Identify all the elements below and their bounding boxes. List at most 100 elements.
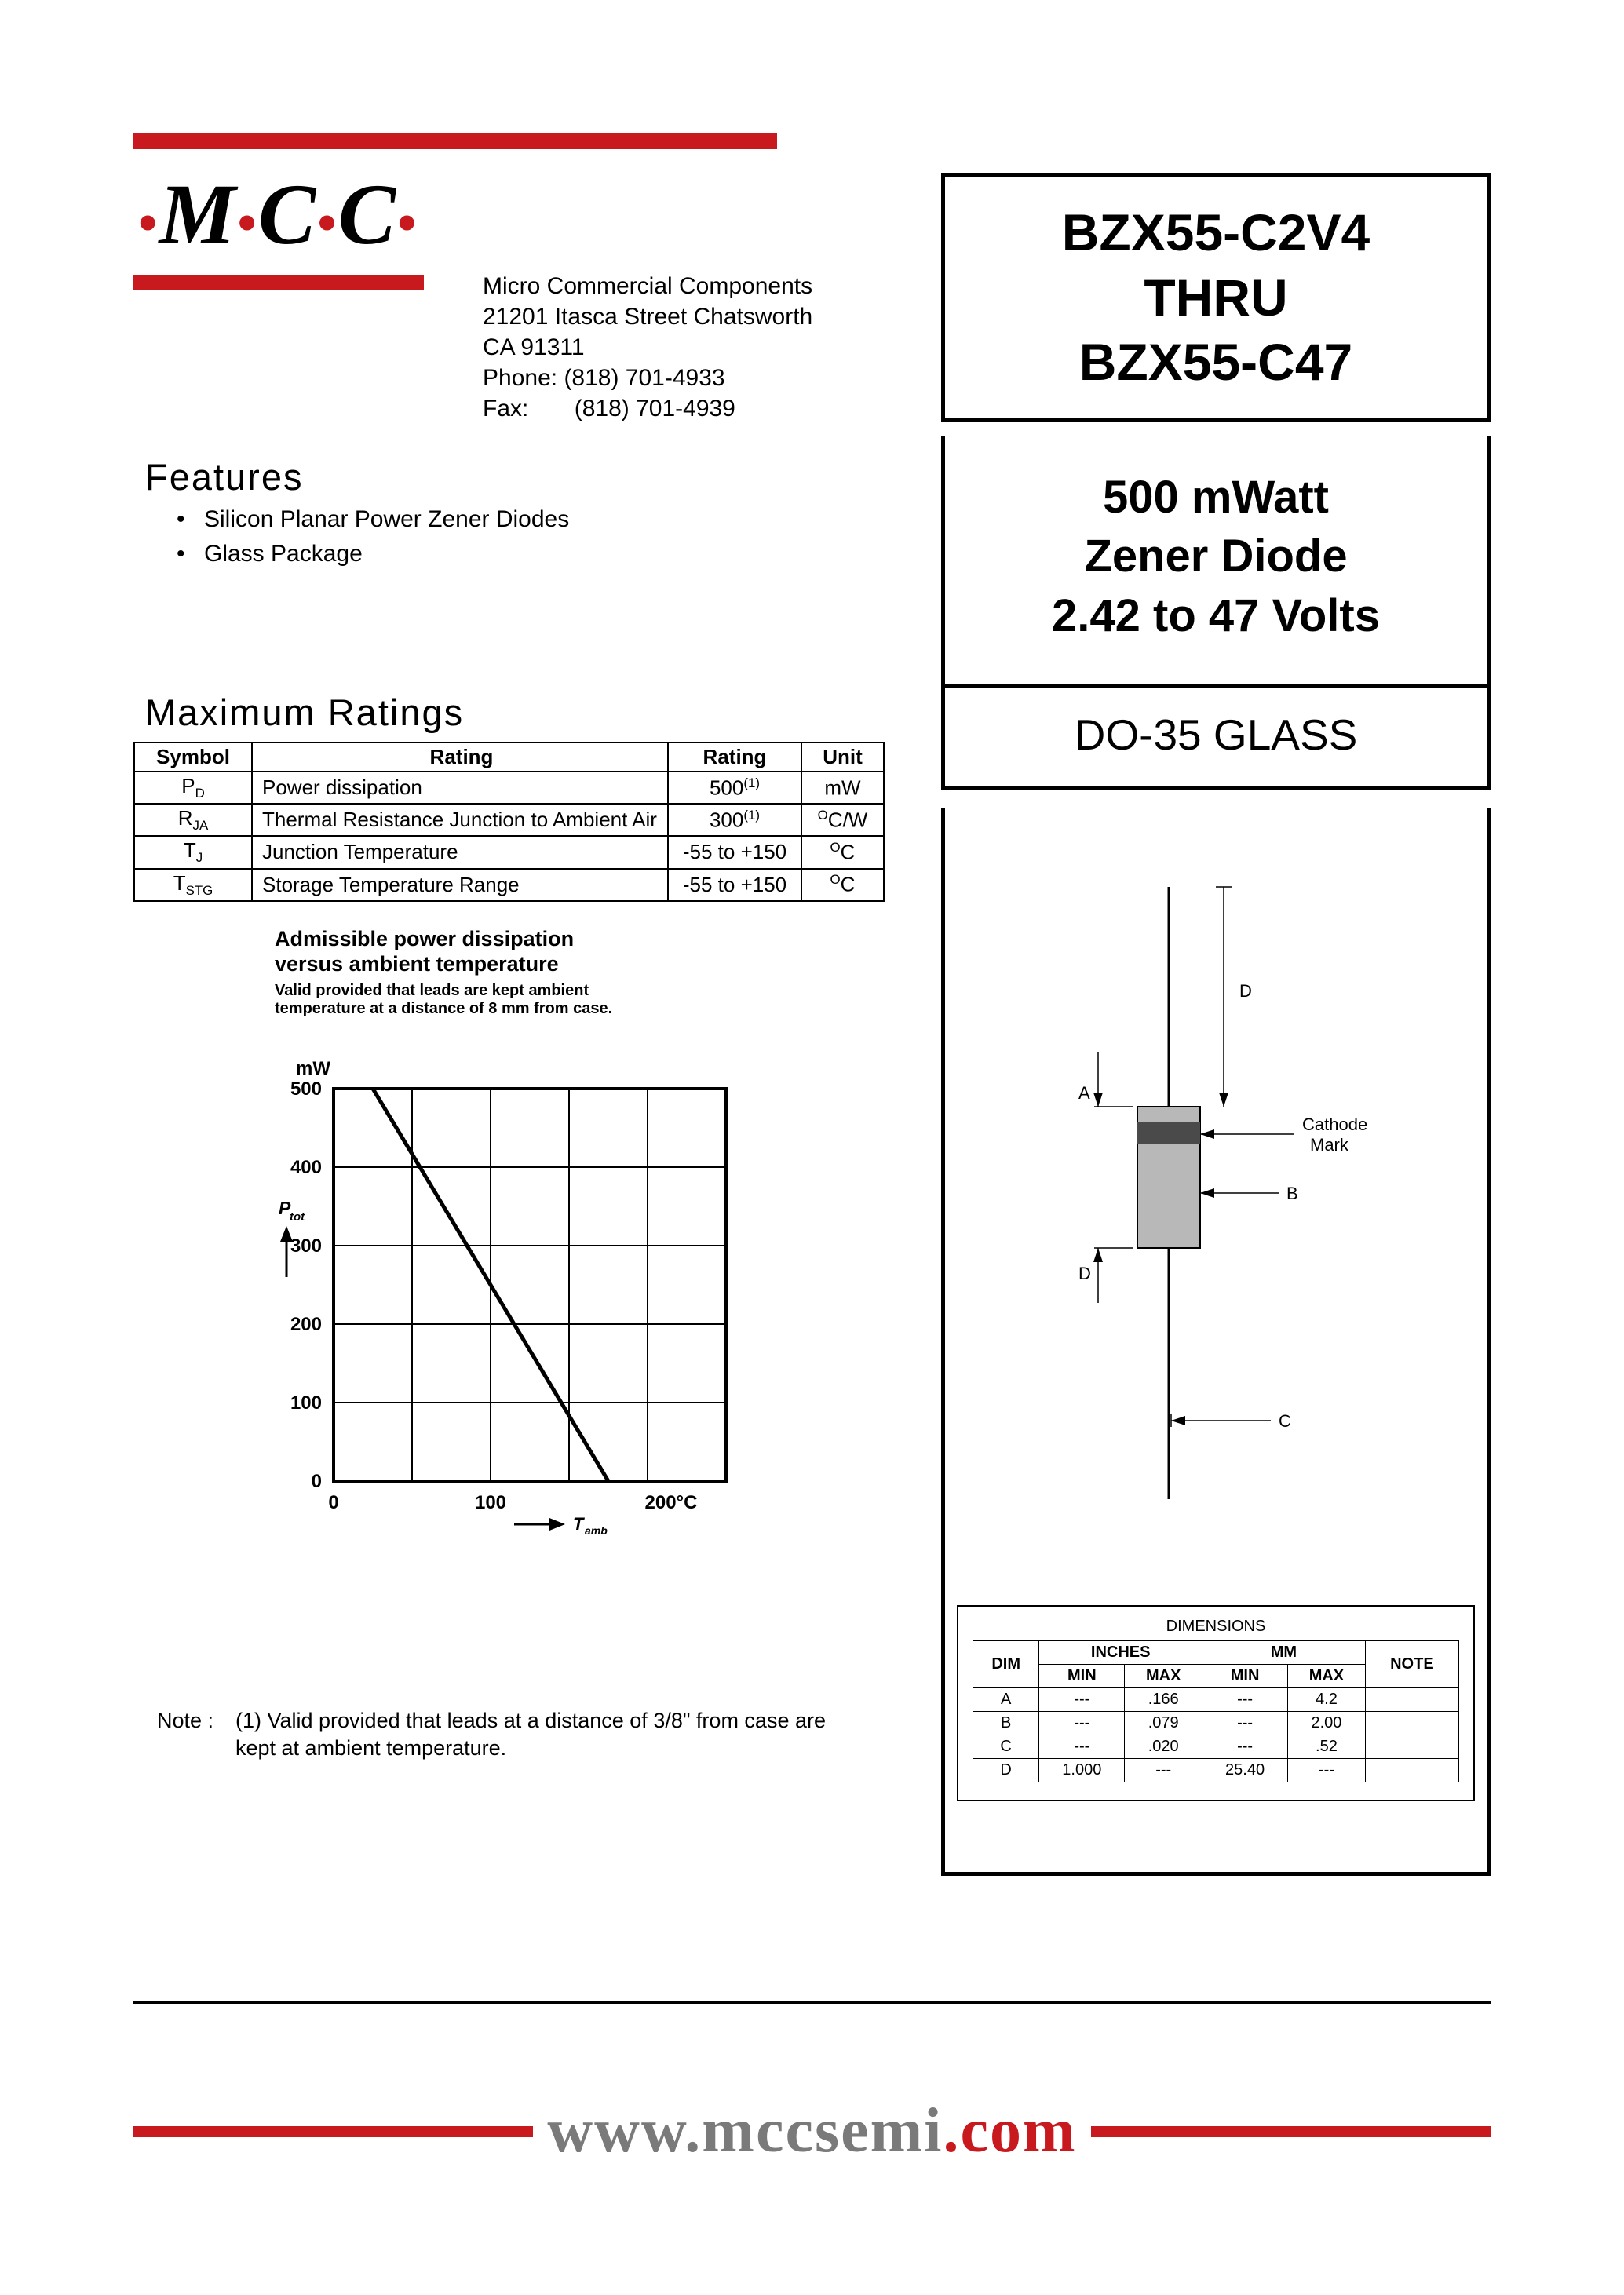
package-outline-drawing: DACathodeMarkBDC: [973, 856, 1459, 1546]
table-row: TJ Junction Temperature -55 to +150 OC: [134, 836, 884, 868]
cell: ---: [1039, 1735, 1125, 1759]
product-summary-box: 500 mWatt Zener Diode 2.42 to 47 Volts D…: [941, 436, 1491, 790]
cell-value: -55 to +150: [668, 836, 801, 868]
title-line: BZX55-C2V4: [953, 200, 1479, 265]
table-row: B---.079---2.00: [973, 1712, 1459, 1735]
cell: ---: [1125, 1759, 1202, 1782]
col-header: Symbol: [134, 742, 252, 772]
table-row: RJA Thermal Resistance Junction to Ambie…: [134, 804, 884, 836]
col-header: MAX: [1125, 1665, 1202, 1688]
url-domain: mccsemi: [702, 2096, 943, 2165]
note-text: (1) Valid provided that leads at a dista…: [235, 1707, 840, 1762]
cell-symbol: PD: [134, 772, 252, 804]
company-phone: Phone: (818) 701-4933: [483, 363, 812, 393]
logo-letter: M: [159, 166, 233, 262]
footer-red-bar-left: [133, 2126, 533, 2137]
unit-header-row: DIM INCHES MM NOTE: [973, 1641, 1459, 1665]
cell: D: [973, 1759, 1039, 1782]
url-www: www.: [547, 2096, 702, 2165]
footer-url-block: www.mccsemi.com: [133, 2096, 1491, 2167]
chart-title: Admissible power dissipation versus ambi…: [275, 926, 785, 977]
col-header: MIN: [1202, 1665, 1288, 1688]
cell: .079: [1125, 1712, 1202, 1735]
footer-rule: [133, 2001, 1491, 2004]
table-row: D1.000---25.40---: [973, 1759, 1459, 1782]
svg-text:T: T: [573, 1514, 585, 1534]
subtitle-line: 2.42 to 47 Volts: [953, 586, 1479, 645]
maximum-ratings-table: Symbol Rating Rating Unit PD Power dissi…: [133, 742, 885, 902]
col-header: Rating: [252, 742, 668, 772]
logo-dot: •: [392, 193, 418, 254]
cell: .52: [1288, 1735, 1366, 1759]
svg-text:D: D: [1239, 981, 1252, 1001]
svg-text:A: A: [1078, 1083, 1090, 1103]
chart-plot: mW50040030020010000100200°CPtotTamb: [275, 1042, 785, 1552]
cell: 25.40: [1202, 1759, 1288, 1782]
cell: [1365, 1712, 1458, 1735]
dimensions-table-wrap: DIMENSIONS DIM INCHES MM NOTE MIN MAX MI…: [957, 1605, 1475, 1801]
dimensions-table: DIMENSIONS DIM INCHES MM NOTE MIN MAX MI…: [973, 1618, 1459, 1782]
subtitle-line: 500 mWatt: [953, 468, 1479, 527]
company-addr2: CA 91311: [483, 332, 812, 363]
svg-text:500: 500: [290, 1078, 322, 1100]
cell-value: 500(1): [668, 772, 801, 804]
package-type: DO-35 GLASS: [945, 688, 1487, 786]
cell-symbol: TJ: [134, 836, 252, 868]
svg-text:200: 200: [290, 1314, 322, 1335]
cell-value: 300(1): [668, 804, 801, 836]
cell-symbol: TSTG: [134, 869, 252, 901]
cell: ---: [1039, 1712, 1125, 1735]
table-row: TSTG Storage Temperature Range -55 to +1…: [134, 869, 884, 901]
bullet-icon: •: [177, 502, 204, 537]
table-header-row: Symbol Rating Rating Unit: [134, 742, 884, 772]
cell: ---: [1202, 1688, 1288, 1712]
header-red-bar-under-logo: [133, 275, 424, 290]
company-addr1: 21201 Itasca Street Chatsworth: [483, 301, 812, 332]
svg-text:Mark: Mark: [1310, 1135, 1349, 1155]
footer-red-bar-right: [1091, 2126, 1491, 2137]
logo-dot: •: [232, 193, 258, 254]
cell: C: [973, 1735, 1039, 1759]
dimensions-title: DIMENSIONS: [973, 1618, 1459, 1641]
svg-text:0: 0: [312, 1471, 322, 1492]
cell: B: [973, 1712, 1039, 1735]
svg-text:400: 400: [290, 1157, 322, 1178]
cell-unit: OC/W: [801, 804, 884, 836]
cell-desc: Power dissipation: [252, 772, 668, 804]
svg-text:tot: tot: [290, 1210, 305, 1224]
chart-subtitle: Valid provided that leads are kept ambie…: [275, 982, 785, 1018]
note-label: Note :: [157, 1707, 235, 1762]
svg-text:0: 0: [328, 1492, 338, 1513]
cell-desc: Junction Temperature: [252, 836, 668, 868]
col-header: NOTE: [1365, 1641, 1458, 1688]
logo-letter: C: [258, 166, 312, 262]
feature-item: •Glass Package: [177, 537, 569, 571]
cell: [1365, 1688, 1458, 1712]
part-number-title-box: BZX55-C2V4 THRU BZX55-C47: [941, 173, 1491, 422]
cell: 1.000: [1039, 1759, 1125, 1782]
cell-desc: Thermal Resistance Junction to Ambient A…: [252, 804, 668, 836]
title-line: BZX55-C47: [953, 330, 1479, 395]
cell: 4.2: [1288, 1688, 1366, 1712]
company-fax: Fax: (818) 701-4939: [483, 393, 812, 424]
cell-unit: OC: [801, 869, 884, 901]
col-header: Rating: [668, 742, 801, 772]
col-header: INCHES: [1039, 1641, 1202, 1665]
cell-unit: mW: [801, 772, 884, 804]
feature-item: •Silicon Planar Power Zener Diodes: [177, 502, 569, 537]
cell: 2.00: [1288, 1712, 1366, 1735]
header-red-bar-top: [133, 133, 777, 149]
svg-text:300: 300: [290, 1235, 322, 1257]
svg-text:mW: mW: [296, 1058, 330, 1079]
features-list: •Silicon Planar Power Zener Diodes •Glas…: [177, 502, 569, 571]
brand-logo: •M•C•C•: [133, 165, 418, 265]
col-header: MAX: [1288, 1665, 1366, 1688]
table-row: PD Power dissipation 500(1) mW: [134, 772, 884, 804]
cell: ---: [1202, 1712, 1288, 1735]
cell-unit: OC: [801, 836, 884, 868]
cell-symbol: RJA: [134, 804, 252, 836]
footer-url: www.mccsemi.com: [533, 2096, 1090, 2167]
svg-text:D: D: [1078, 1264, 1091, 1283]
company-name: Micro Commercial Components: [483, 271, 812, 301]
url-tld: .com: [943, 2096, 1076, 2165]
